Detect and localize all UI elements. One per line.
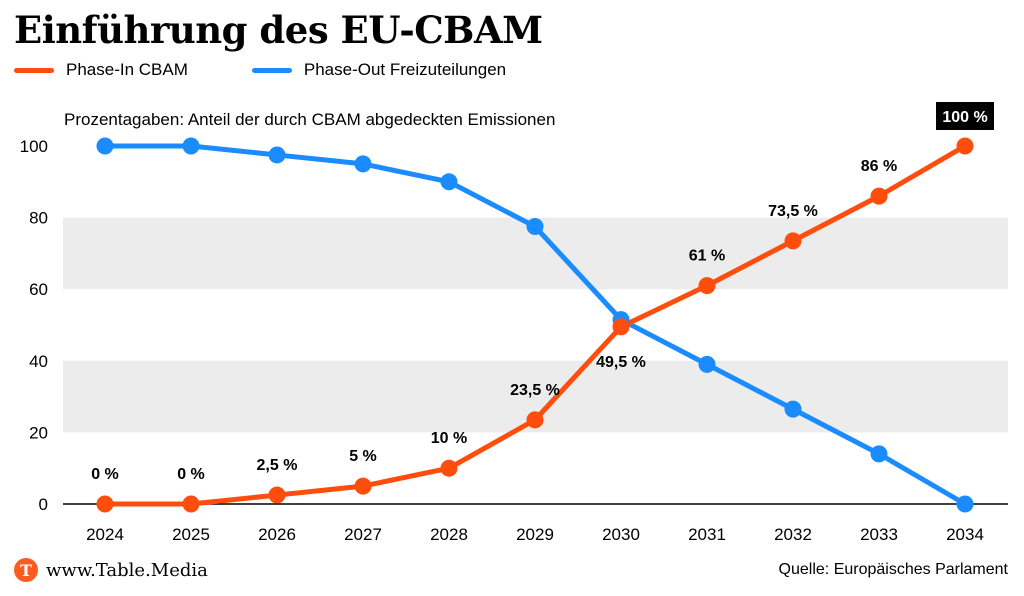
data-point-phase-out <box>96 137 114 155</box>
chart-subtitle: Prozentagaben: Anteil der durch CBAM abg… <box>64 110 556 129</box>
data-label: 100 % <box>942 109 987 126</box>
x-tick-label: 2028 <box>430 525 468 544</box>
legend-item-phase-in: Phase-In CBAM <box>14 60 188 80</box>
data-label: 23,5 % <box>510 382 560 399</box>
data-point-phase-out <box>870 445 888 463</box>
y-tick-label: 40 <box>29 352 48 371</box>
data-point-phase-in <box>698 277 716 295</box>
series-line-phase-in <box>102 143 968 507</box>
footer-source: Quelle: Europäisches Parlament <box>778 561 1008 578</box>
data-label: 86 % <box>861 158 897 175</box>
legend-swatch-phase-out <box>251 67 292 73</box>
y-tick-label: 100 <box>20 137 48 156</box>
data-point-phase-out <box>698 355 716 373</box>
data-point-phase-out <box>440 173 458 191</box>
data-point-phase-out <box>182 137 200 155</box>
data-point-phase-in <box>612 318 630 336</box>
table-media-logo-icon: T <box>14 558 38 582</box>
x-tick-label: 2031 <box>688 525 726 544</box>
x-tick-label: 2025 <box>172 525 210 544</box>
series-line-phase-out <box>102 143 968 507</box>
data-point-phase-in <box>526 411 544 429</box>
data-point-phase-in <box>182 495 200 513</box>
data-label: 10 % <box>431 430 467 447</box>
data-label: 5 % <box>349 448 377 465</box>
x-tick-label: 2030 <box>602 525 640 544</box>
y-tick-label: 60 <box>29 280 48 299</box>
data-point-phase-out <box>526 218 544 236</box>
y-tick-label: 0 <box>39 495 48 514</box>
x-tick-label: 2029 <box>516 525 554 544</box>
data-point-phase-in <box>870 187 888 205</box>
data-point-phase-in <box>268 486 286 504</box>
data-point-phase-out <box>268 146 286 164</box>
data-point-phase-in <box>96 495 114 513</box>
data-point-phase-out <box>354 155 372 173</box>
data-label: 0 % <box>91 466 119 483</box>
data-label: 61 % <box>689 248 725 265</box>
x-tick-label: 2032 <box>774 525 812 544</box>
legend-swatch-phase-in <box>14 67 54 73</box>
data-label-highlight-box <box>936 102 994 130</box>
data-label: 2,5 % <box>257 457 298 474</box>
chart-title: Einführung des EU-CBAM <box>14 8 543 52</box>
legend-item-phase-out: Phase-Out Freizuteilungen <box>251 60 507 80</box>
legend: Phase-In CBAM Phase-Out Freizuteilungen <box>14 60 570 80</box>
data-point-phase-out <box>956 495 974 513</box>
x-tick-label: 2026 <box>258 525 296 544</box>
data-point-phase-in <box>354 477 372 495</box>
data-label: 49,5 % <box>596 354 646 371</box>
legend-label-phase-in: Phase-In CBAM <box>66 60 188 79</box>
data-label: 73,5 % <box>768 203 818 220</box>
data-point-phase-in <box>784 232 802 250</box>
x-tick-label: 2034 <box>946 525 984 544</box>
data-point-phase-out <box>784 400 802 418</box>
legend-label-phase-out: Phase-Out Freizuteilungen <box>303 60 507 79</box>
x-tick-label: 2027 <box>344 525 382 544</box>
data-point-phase-in <box>956 137 974 155</box>
data-point-phase-in <box>440 459 458 477</box>
data-label: 0 % <box>177 466 205 483</box>
x-tick-label: 2033 <box>860 525 898 544</box>
footer-site-link[interactable]: www.Table.Media <box>46 559 208 581</box>
y-tick-label: 20 <box>29 423 48 442</box>
x-tick-label: 2024 <box>86 525 124 544</box>
y-tick-label: 80 <box>29 209 48 228</box>
footer-brand: T www.Table.Media <box>14 558 208 582</box>
